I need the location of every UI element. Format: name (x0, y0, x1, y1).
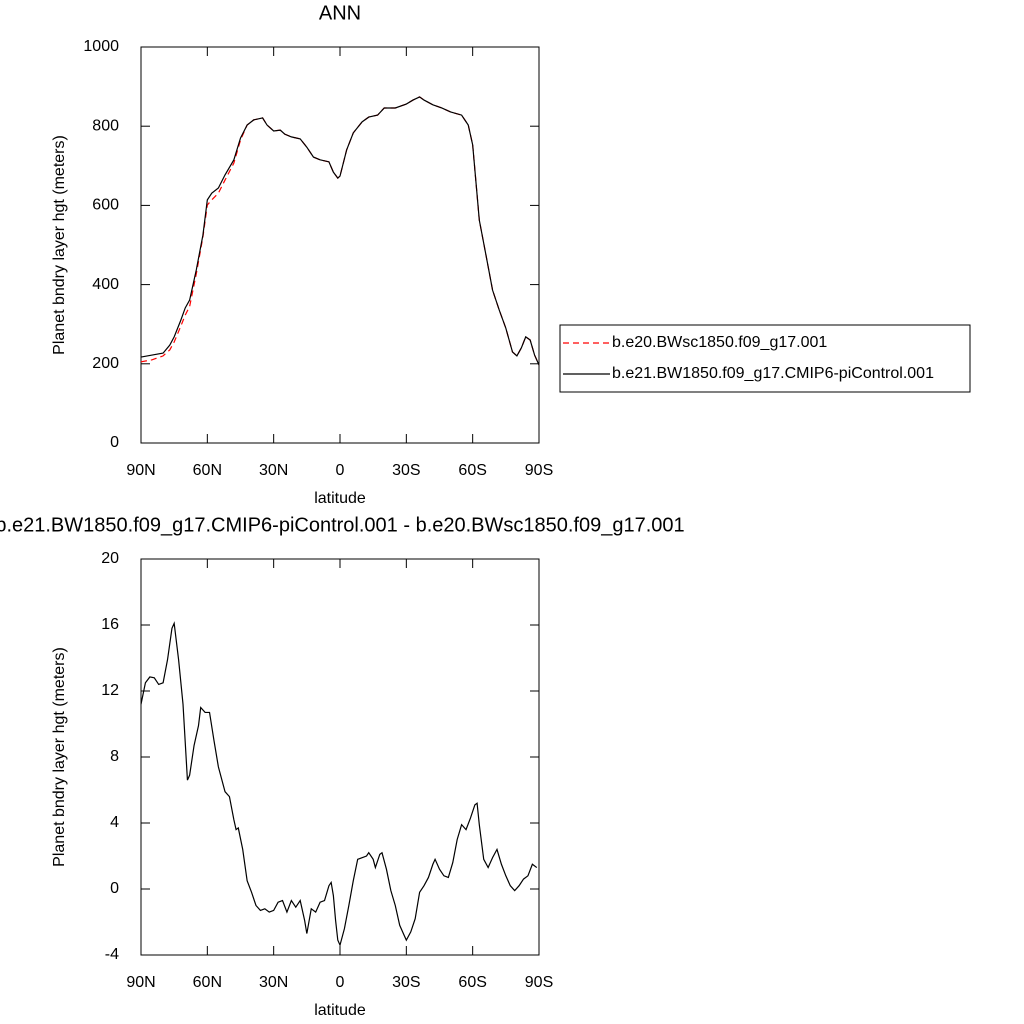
data-line (140, 96, 540, 366)
y-tick-label: 200 (92, 355, 119, 372)
y-axis-label: Planet bndry layer hgt (meters) (51, 135, 68, 355)
x-tick-label: 30S (392, 462, 420, 479)
x-tick-label: 60N (193, 462, 222, 479)
y-tick-label: -4 (105, 946, 119, 963)
x-tick-label: 60N (193, 974, 222, 991)
x-tick-label: 90N (126, 462, 155, 479)
data-line (140, 621, 538, 947)
x-tick-label: 90S (525, 462, 553, 479)
y-tick-label: 8 (110, 748, 119, 765)
x-tick-label: 0 (336, 462, 345, 479)
x-tick-label: 0 (336, 974, 345, 991)
y-tick-label: 20 (101, 550, 119, 567)
data-line (140, 96, 540, 366)
legend-label: b.e20.BWsc1850.f09_g17.001 (612, 334, 827, 351)
y-tick-label: 400 (92, 276, 119, 293)
x-tick-label: 90N (126, 974, 155, 991)
plot-frame (140, 558, 540, 956)
y-tick-label: 16 (101, 616, 119, 633)
y-tick-label: 800 (92, 117, 119, 134)
y-tick-label: 4 (110, 814, 119, 831)
y-tick-label: 12 (101, 682, 119, 699)
x-tick-label: 90S (525, 974, 553, 991)
y-tick-label: 0 (110, 880, 119, 897)
legend-label: b.e21.BW1850.f09_g17.CMIP6-piControl.001 (612, 365, 934, 382)
x-axis-label: latitude (314, 490, 366, 507)
y-axis-label: Planet bndry layer hgt (meters) (51, 647, 68, 867)
x-tick-label: 60S (458, 462, 486, 479)
x-tick-label: 30N (259, 462, 288, 479)
x-tick-label: 30S (392, 974, 420, 991)
x-tick-label: 60S (458, 974, 486, 991)
legend-box (559, 324, 971, 393)
y-tick-label: 1000 (83, 38, 119, 55)
x-tick-label: 30N (259, 974, 288, 991)
chart-title: ANN (319, 2, 361, 24)
y-tick-label: 600 (92, 197, 119, 214)
chart-title: b.e21.BW1850.f09_g17.CMIP6-piControl.001… (0, 514, 685, 536)
x-axis-label: latitude (314, 1002, 366, 1019)
y-tick-label: 0 (110, 434, 119, 451)
legend: b.e20.BWsc1850.f09_g17.001 b.e21.BW1850.f… (559, 324, 971, 393)
